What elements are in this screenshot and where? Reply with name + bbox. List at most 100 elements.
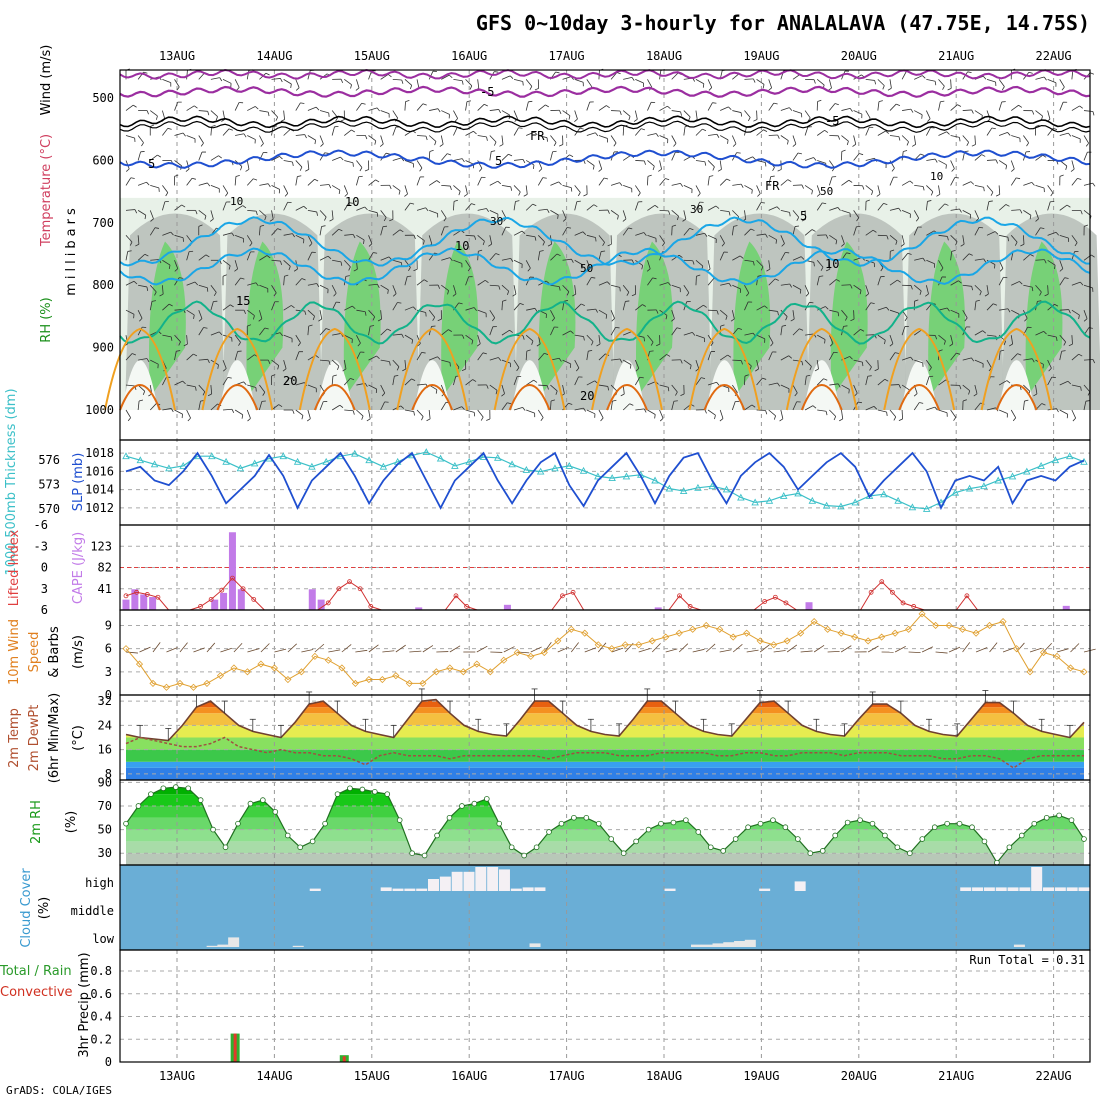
thickness-marker <box>508 460 516 468</box>
wind-barb <box>974 330 983 336</box>
wind-barb <box>962 135 969 143</box>
wind-barb-flag <box>566 227 572 229</box>
wind-barb-flag <box>452 293 457 297</box>
wind-barb-flag <box>1066 204 1071 208</box>
wind-barb-flag <box>387 74 392 78</box>
wind-barb-flag <box>222 274 227 277</box>
wind-barb-flag <box>856 217 860 222</box>
wind-barb <box>1071 235 1078 243</box>
wind-barb <box>986 110 991 120</box>
wind-barb-flag <box>951 168 955 172</box>
wind-barb-flag <box>667 387 670 392</box>
wind-barb-flag <box>374 140 377 145</box>
wind-barb-flag <box>776 206 781 210</box>
wind-barb-flag <box>146 110 149 115</box>
wind-barb-flag <box>195 386 197 391</box>
wind-barb <box>1083 284 1093 289</box>
wind-barb <box>186 105 195 111</box>
rh-tick: 30 <box>98 846 112 860</box>
wind-barb-flag <box>398 190 401 195</box>
wind-barb <box>465 334 474 341</box>
wind-barb <box>356 409 364 417</box>
wind-barb <box>829 279 837 286</box>
thickness-marker <box>765 496 774 504</box>
wind-speed-marker <box>608 645 616 653</box>
cloud-low-bar <box>1013 944 1025 947</box>
wind-barb <box>440 135 444 145</box>
wind-barb <box>986 201 990 211</box>
wind-barb <box>259 110 269 113</box>
wind-barb <box>962 235 965 245</box>
wind-barb-flag <box>340 79 344 84</box>
wind-barb-flag <box>947 236 949 241</box>
wind-barb-flag <box>512 293 517 297</box>
wind-barb <box>453 110 458 119</box>
wind-barb-flag <box>499 144 504 147</box>
wind-barb-flag <box>797 152 802 155</box>
wind-barb <box>235 133 245 136</box>
wind-barb-flag <box>728 282 732 287</box>
wind-barb-flag <box>1028 71 1033 74</box>
wind-barb-flag <box>753 119 758 122</box>
thickness-marker <box>851 498 859 506</box>
wind-barb-flag <box>785 252 790 254</box>
surface-wind-barb <box>476 645 488 653</box>
wind-barb-flag <box>1024 399 1029 402</box>
wind-barb-flag <box>176 86 180 91</box>
wind-barb <box>828 334 834 344</box>
wind-barb-flag <box>219 77 223 82</box>
wind-barb <box>804 110 811 119</box>
wind-barb <box>865 185 873 192</box>
wind-barb-flag <box>643 160 646 165</box>
wind-barb-flag <box>964 150 969 153</box>
cloud-high-bar <box>451 871 463 891</box>
wind-barb-flag <box>1000 349 1005 352</box>
surface-wind-barb <box>921 646 934 653</box>
wind-barb-flag <box>305 169 310 172</box>
wind-speed-marker <box>999 618 1007 626</box>
wind-barb <box>513 185 521 193</box>
wind-barb <box>137 310 143 319</box>
wind-barb <box>319 310 323 320</box>
thickness-marker <box>794 489 802 497</box>
wind-barb-flag <box>765 233 768 238</box>
wind-barb-flag <box>1029 254 1034 257</box>
wind-barb <box>392 78 402 81</box>
wind-barb <box>623 331 632 336</box>
wind-barb <box>865 359 872 368</box>
wind-barb <box>902 108 912 111</box>
wind-barb-flag <box>495 253 500 256</box>
wind-barb-flag <box>568 402 573 405</box>
rh-marker <box>409 850 415 856</box>
wind-barb <box>816 79 825 86</box>
wind-barb-flag <box>770 342 774 347</box>
wind-speed-marker <box>351 679 359 687</box>
wind-barb-flag <box>575 367 580 372</box>
thickness-marker <box>494 453 502 461</box>
wind-barb-flag <box>301 278 306 281</box>
cloud-high-bar <box>1066 887 1078 891</box>
wind-barb <box>404 276 408 286</box>
wind-barb <box>501 284 509 292</box>
thickness-marker <box>436 454 445 462</box>
wind-barb <box>683 210 687 220</box>
wind-barb <box>865 78 875 81</box>
wind-barb-flag <box>580 303 585 306</box>
wind-barb <box>926 158 936 161</box>
wind-barb <box>210 385 213 395</box>
wind-barb <box>392 259 402 263</box>
rh-marker <box>396 817 403 823</box>
wind-barb <box>865 110 871 119</box>
wind-barb-flag <box>920 153 925 156</box>
wind-barb <box>926 259 935 265</box>
rh-marker <box>272 809 279 815</box>
isotherm-25 <box>216 384 259 411</box>
wind-barb-flag <box>1019 209 1023 214</box>
wind-barb-flag <box>238 342 241 346</box>
lifted-index-marker <box>144 592 150 597</box>
wind-barb <box>138 284 148 288</box>
wind-barb-flag <box>697 193 701 197</box>
wind-barb-flag <box>168 303 173 307</box>
surface-wind-barb <box>341 644 352 653</box>
x-tick-bottom: 15AUG <box>354 1069 390 1083</box>
